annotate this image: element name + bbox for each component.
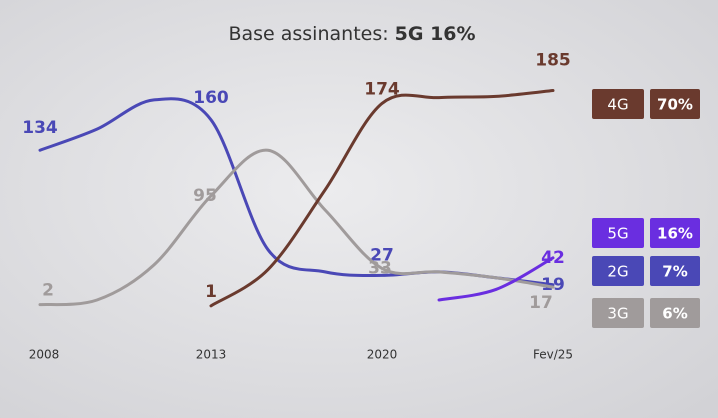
series-line [38, 148, 555, 307]
title-highlight: 5G 16% [395, 23, 476, 45]
data-label: 134 [22, 118, 58, 138]
legend-box [592, 256, 644, 286]
share-label: 16% [657, 225, 693, 243]
share-box [650, 89, 700, 119]
data-label: 33 [368, 258, 392, 278]
legend-box [592, 89, 644, 119]
legend-label: 3G [607, 305, 628, 323]
share-label: 70% [657, 96, 693, 114]
data-label: 185 [535, 51, 571, 71]
data-label: 160 [193, 88, 229, 108]
legend-label: 4G [607, 96, 628, 114]
x-tick-label: Fev/25 [533, 348, 573, 362]
share-label: 7% [662, 263, 687, 281]
legend-box [592, 298, 644, 328]
legend-label: 5G [607, 225, 628, 243]
share-box [650, 298, 700, 328]
data-label: 27 [370, 245, 394, 265]
x-tick-label: 2020 [367, 348, 398, 362]
x-tick-label: 2013 [196, 348, 227, 362]
chart-title: Base assinantes: 5G 16% [228, 23, 475, 45]
data-label: 1 [205, 282, 217, 302]
share-box [650, 256, 700, 286]
share-box [650, 218, 700, 248]
share-label: 6% [662, 305, 687, 323]
series-line [437, 256, 555, 302]
data-label: 17 [529, 293, 553, 313]
legend-label: 2G [607, 263, 628, 281]
data-label: 2 [42, 281, 54, 301]
data-label: 174 [364, 79, 400, 99]
title-text: Base assinantes: [228, 23, 388, 45]
x-tick-label: 2008 [29, 348, 60, 362]
legend-box [592, 218, 644, 248]
data-label: 42 [541, 248, 565, 268]
data-label: 95 [193, 186, 217, 206]
series-line [209, 89, 555, 308]
data-label: 19 [541, 275, 565, 295]
